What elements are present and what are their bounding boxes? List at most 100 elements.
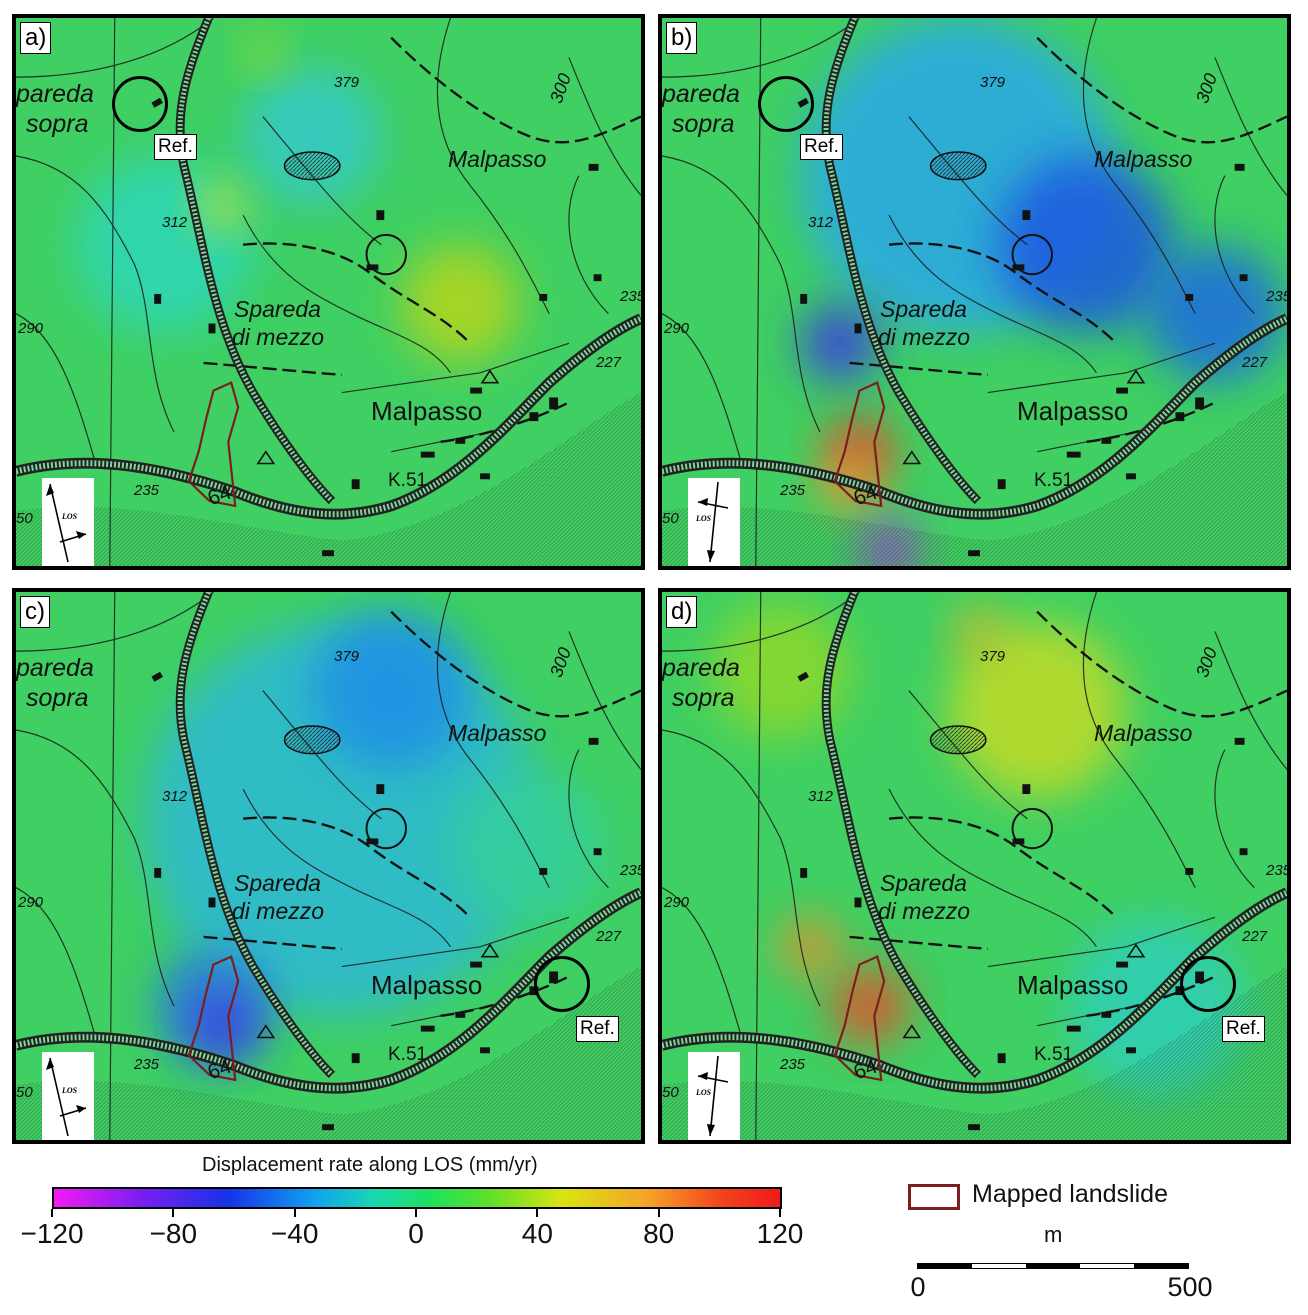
los-label: LOS — [62, 1086, 78, 1095]
basemap — [662, 592, 1287, 1140]
map-label-spareda-mid-1: Spareda — [234, 296, 321, 322]
map-label-malpasso-main: Malpasso — [1017, 396, 1129, 426]
map-label-el-235-right: 235 — [620, 862, 645, 879]
map-label-spareda-mid-1: Spareda — [880, 870, 967, 896]
map-label-spareda-top-1: pareda — [16, 80, 94, 108]
map-label-spareda-top-1: pareda — [16, 654, 94, 682]
panel-label: c) — [20, 596, 50, 628]
map-label-k51: K.51 — [388, 1044, 428, 1065]
colorbar-tick — [779, 1209, 781, 1217]
map-label-el-312: 312 — [808, 788, 834, 805]
map-label-malpasso-main: Malpasso — [1017, 970, 1129, 1000]
los-direction-indicator: LOS — [42, 1052, 94, 1140]
scale-bar — [917, 1263, 1189, 1269]
reference-point-label: Ref. — [154, 134, 197, 160]
reference-point-circle — [1180, 956, 1236, 1012]
map-label-spareda-top-1: pareda — [662, 654, 740, 682]
map-label-el-235-bottom: 235 — [134, 482, 160, 499]
scale-label-min: 0 — [910, 1272, 926, 1302]
map-panel-c: c) pareda sopra Malpasso Spareda di mezzo Malp… — [12, 588, 645, 1144]
colorbar-tick — [51, 1209, 53, 1217]
scale-label-max: 500 — [1167, 1272, 1213, 1302]
panel-label: d) — [666, 596, 698, 628]
los-label: LOS — [62, 512, 78, 521]
map-label-el-290: 290 — [664, 320, 690, 337]
map-label-el-235-right: 235 — [1266, 288, 1291, 305]
colorbar-tick — [536, 1209, 539, 1217]
basemap — [16, 18, 641, 566]
map-label-spareda-top-2: sopra — [26, 110, 89, 138]
map-label-k51: K.51 — [1034, 470, 1074, 491]
map-label-spareda-mid-2: di mezzo — [232, 324, 325, 350]
colorbar-tick-label: 80 — [643, 1218, 675, 1249]
map-label-spareda-top-2: sopra — [672, 110, 735, 138]
mapped-landslide-outline — [833, 381, 886, 508]
map-label-spareda-top-2: sopra — [672, 684, 735, 712]
colorbar-tick-label: 120 — [756, 1218, 804, 1249]
map-panel-b: b) pareda sopra Malpasso Spareda di mezzo Malp… — [658, 14, 1291, 570]
map-label-el-235-right: 235 — [620, 288, 645, 305]
map-label-el-50: 50 — [662, 1084, 679, 1101]
map-label-malpasso-ne: Malpasso — [448, 720, 547, 746]
map-label-el-379: 379 — [334, 74, 360, 91]
reference-point-circle — [112, 76, 168, 132]
map-label-spareda-top-2: sopra — [26, 684, 89, 712]
colorbar-tick-label: −120 — [20, 1218, 84, 1249]
basemap — [16, 592, 641, 1140]
map-label-el-312: 312 — [808, 214, 834, 231]
map-label-el-312: 312 — [162, 788, 188, 805]
map-label-el-379: 379 — [980, 74, 1006, 91]
map-label-el-290: 290 — [664, 894, 690, 911]
colorbar-tick-label: 0 — [408, 1218, 424, 1249]
map-label-spareda-top-1: pareda — [662, 80, 740, 108]
map-label-spareda-mid-2: di mezzo — [878, 324, 971, 350]
los-label: LOS — [696, 514, 712, 523]
colorbar — [52, 1187, 782, 1209]
map-label-el-235-bottom: 235 — [780, 482, 806, 499]
mapped-landslide-outline — [187, 381, 240, 508]
map-label-el-290: 290 — [18, 320, 44, 337]
landslide-legend-label: Mapped landslide — [972, 1180, 1168, 1208]
map-label-malpasso-main: Malpasso — [371, 396, 483, 426]
map-label-k51: K.51 — [388, 470, 428, 491]
map-label-el-312: 312 — [162, 214, 188, 231]
map-label-malpasso-ne: Malpasso — [1094, 146, 1193, 172]
colorbar-tick — [293, 1209, 296, 1217]
los-direction-indicator: LOS — [42, 478, 94, 566]
map-label-el-290: 290 — [18, 894, 44, 911]
map-label-el-50: 50 — [16, 510, 33, 527]
colorbar-title: Displacement rate along LOS (mm/yr) — [202, 1154, 538, 1176]
panel-label: a) — [20, 22, 52, 54]
map-label-el-50: 50 — [662, 510, 679, 527]
map-label-el-227: 227 — [596, 354, 622, 371]
los-arrow-icon — [46, 483, 87, 563]
reference-point-circle — [534, 956, 590, 1012]
map-label-spareda-mid-1: Spareda — [234, 870, 321, 896]
map-label-el-235-bottom: 235 — [780, 1056, 806, 1073]
los-direction-indicator: LOS — [688, 478, 740, 566]
map-label-malpasso-main: Malpasso — [371, 970, 483, 1000]
map-label-el-227: 227 — [1242, 928, 1268, 945]
los-arrow-icon — [697, 1055, 729, 1137]
colorbar-tick — [657, 1209, 660, 1217]
map-label-malpasso-ne: Malpasso — [1094, 720, 1193, 746]
los-arrow-icon — [697, 481, 729, 563]
map-label-el-379: 379 — [334, 648, 360, 665]
map-label-el-235-bottom: 235 — [134, 1056, 160, 1073]
map-panel-a: a) pareda sopra Malpasso Spareda di mezzo Malp… — [12, 14, 645, 570]
map-label-spareda-mid-2: di mezzo — [878, 898, 971, 924]
mapped-landslide-outline — [833, 955, 886, 1082]
map-label-spareda-mid-2: di mezzo — [232, 898, 325, 924]
landslide-legend-swatch — [908, 1184, 960, 1210]
map-label-el-227: 227 — [1242, 354, 1268, 371]
reference-point-circle — [758, 76, 814, 132]
map-label-el-50: 50 — [16, 1084, 33, 1101]
basemap — [662, 18, 1287, 566]
mapped-landslide-outline — [187, 955, 240, 1082]
reference-point-label: Ref. — [800, 134, 843, 160]
los-arrow-icon — [46, 1057, 87, 1137]
map-label-el-379: 379 — [980, 648, 1006, 665]
map-label-spareda-mid-1: Spareda — [880, 296, 967, 322]
map-label-k51: K.51 — [1034, 1044, 1074, 1065]
map-label-malpasso-ne: Malpasso — [448, 146, 547, 172]
